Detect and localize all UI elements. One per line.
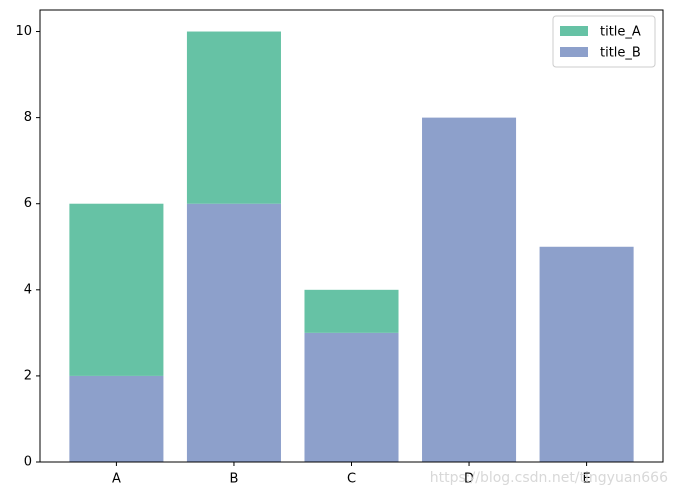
- bar: [69, 375, 164, 462]
- bar: [304, 332, 399, 462]
- x-tick-label: B: [229, 472, 238, 487]
- legend-swatch: [560, 47, 588, 57]
- bar: [304, 289, 399, 333]
- y-tick-label: 2: [24, 368, 32, 383]
- watermark: https://blog.csdn.net/tingyuan666: [430, 470, 668, 486]
- legend-swatch: [560, 26, 588, 36]
- bar: [186, 31, 281, 204]
- x-tick-label: A: [112, 472, 121, 487]
- bar: [186, 203, 281, 462]
- y-tick-label: 6: [24, 196, 32, 211]
- legend-label: title_B: [600, 46, 641, 61]
- y-tick-label: 4: [24, 282, 32, 297]
- bar: [539, 246, 634, 462]
- y-tick-label: 0: [24, 455, 32, 470]
- x-tick-label: D: [464, 472, 474, 487]
- y-tick-label: 8: [24, 110, 32, 125]
- legend-label: title_A: [600, 25, 641, 40]
- bar: [422, 117, 517, 462]
- bar: [69, 203, 164, 376]
- x-tick-label: E: [582, 472, 590, 487]
- x-tick-label: C: [347, 472, 356, 487]
- y-tick-label: 10: [15, 24, 32, 39]
